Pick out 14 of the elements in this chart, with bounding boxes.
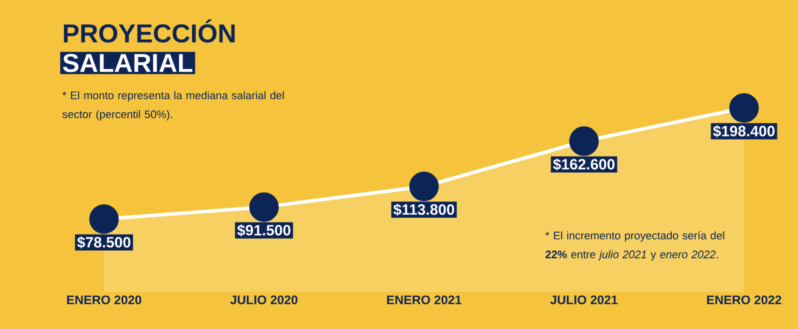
x-tick-label: ENERO 2022 xyxy=(707,295,782,304)
x-tick-label: ENERO 2020 xyxy=(67,295,142,304)
data-label: $162.600 xyxy=(553,158,615,171)
data-label: $91.500 xyxy=(237,224,290,236)
chart-subtitle: SALARIAL xyxy=(62,54,192,72)
data-label: $198.400 xyxy=(713,125,775,138)
data-label: $113.800 xyxy=(393,204,454,216)
data-label: $78.500 xyxy=(77,236,130,249)
annotation: * El monto representa la mediana salarial del sector (percentil 50%). xyxy=(62,91,284,120)
x-tick-label: JULIO 2020 xyxy=(230,295,298,304)
chart-title: PROYECCIÓN xyxy=(64,19,235,43)
x-tick-label: ENERO 2021 xyxy=(387,295,462,304)
x-tick-label: JULIO 2021 xyxy=(550,295,618,304)
annotation: * El incremento proyectado sería del 22% entre julio 2021 y enero 2022. xyxy=(545,231,724,260)
